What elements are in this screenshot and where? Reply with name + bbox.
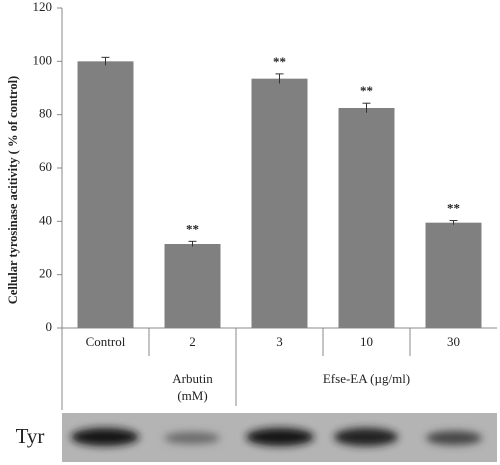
bar bbox=[164, 244, 221, 328]
significance: ** bbox=[360, 83, 373, 98]
blot-band bbox=[164, 432, 220, 444]
blot-band bbox=[246, 428, 314, 446]
bar bbox=[77, 61, 134, 328]
x-tick-label: 2 bbox=[189, 334, 196, 349]
y-tick-label: 100 bbox=[33, 52, 53, 67]
blot-band bbox=[71, 428, 139, 446]
x-tick-label: 30 bbox=[447, 334, 460, 349]
blot-band bbox=[426, 431, 482, 445]
y-tick-label: 0 bbox=[46, 319, 53, 334]
significance: ** bbox=[186, 221, 199, 236]
y-tick-label: 120 bbox=[33, 0, 53, 14]
group-label: Arbutin bbox=[172, 371, 213, 386]
bar bbox=[425, 222, 482, 328]
y-tick-label: 60 bbox=[39, 159, 52, 174]
x-tick-label: 10 bbox=[360, 334, 373, 349]
blot-band bbox=[334, 428, 398, 446]
group-label: Efse-EA (µg/ml) bbox=[323, 371, 410, 386]
significance: ** bbox=[273, 54, 286, 69]
group-label: (mM) bbox=[177, 388, 207, 403]
bar bbox=[251, 78, 308, 329]
y-axis-label: Cellular tyrosinase acitivity ( % of con… bbox=[6, 76, 20, 304]
blot-bands bbox=[71, 428, 482, 446]
x-tick-label: 3 bbox=[276, 334, 283, 349]
y-tick-label: 80 bbox=[39, 106, 52, 121]
y-tick-label: 20 bbox=[39, 266, 52, 281]
y-tick-label: 40 bbox=[39, 212, 52, 227]
bar bbox=[338, 108, 395, 328]
x-tick-label: Control bbox=[86, 334, 126, 349]
significance: ** bbox=[447, 201, 460, 216]
blot-label: Tyr bbox=[16, 424, 45, 448]
